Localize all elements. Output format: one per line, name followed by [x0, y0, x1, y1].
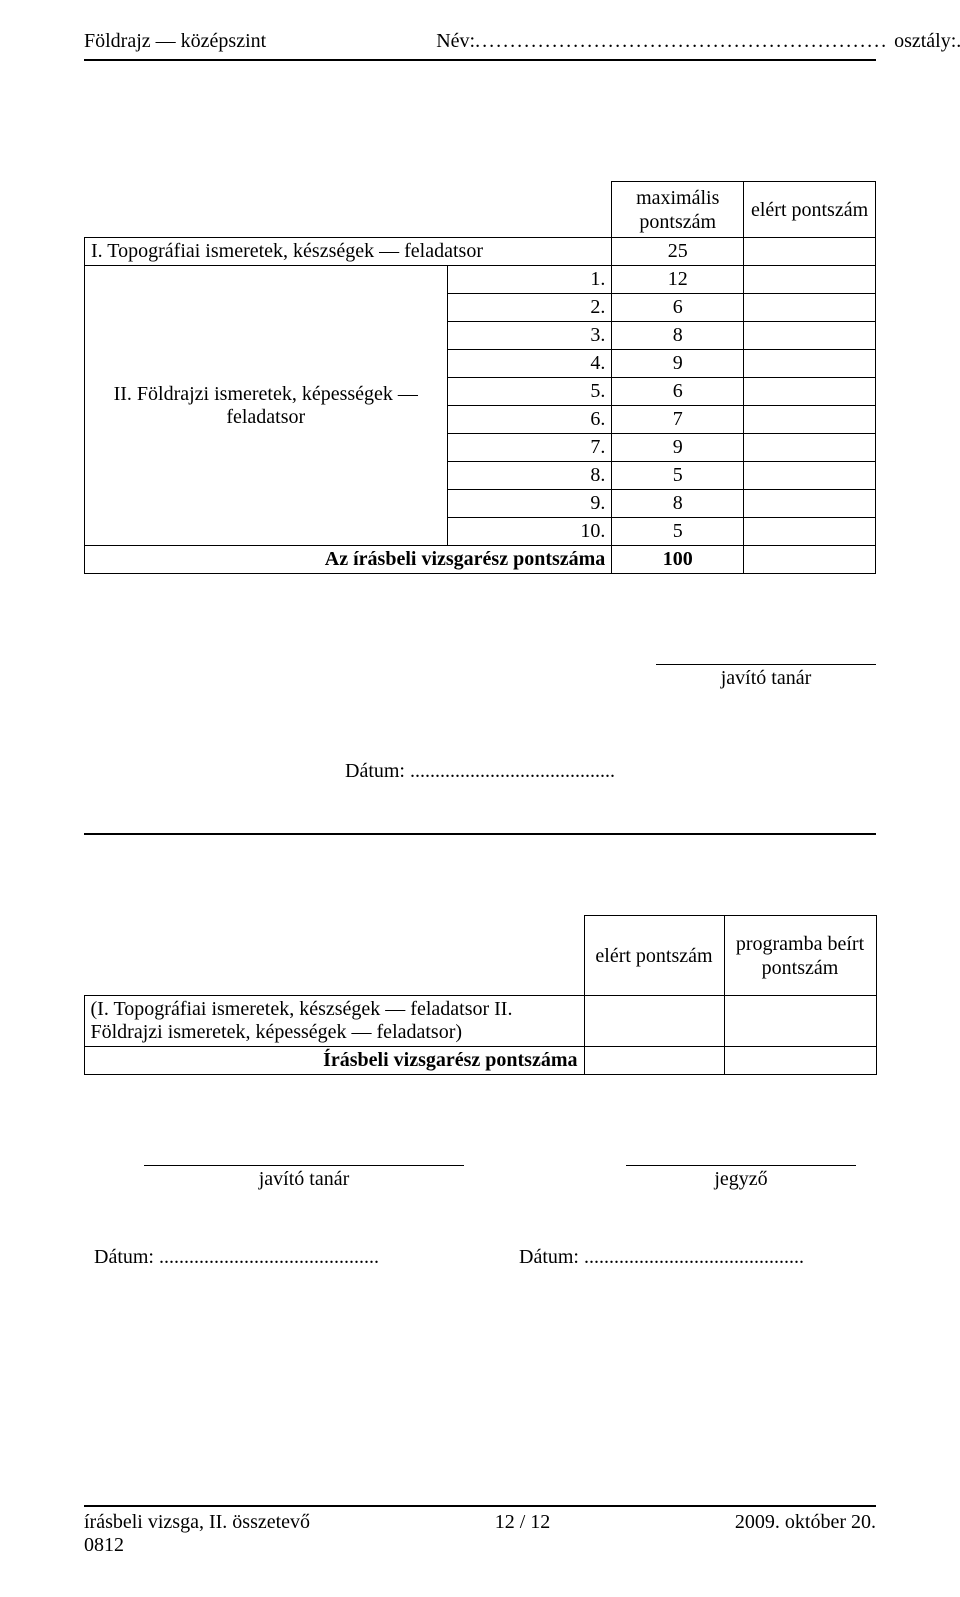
item-achieved [744, 350, 876, 378]
class-blank-dots: ..... [956, 30, 960, 53]
header-achieved-score: elért pontszám [744, 182, 876, 238]
bottom-date-row: Dátum: .................................… [84, 1246, 876, 1269]
item-achieved [744, 462, 876, 490]
summary-row1-achieved [584, 996, 724, 1047]
item-num: 4. [447, 350, 612, 378]
item-achieved [744, 322, 876, 350]
item-max: 8 [612, 490, 744, 518]
summary-head-achieved: elért pontszám [584, 916, 724, 996]
class-label: osztály: [894, 30, 956, 53]
item-max: 8 [612, 322, 744, 350]
teacher-signature-block: javító tanár [84, 664, 876, 690]
item-max: 9 [612, 350, 744, 378]
item-num: 10. [447, 518, 612, 546]
footer-left-line2: 0812 [84, 1534, 876, 1557]
summary-head-program: programba beírt pontszám [724, 916, 876, 996]
part2-row-label: II. Földrajzi ismeretek, képességek — fe… [85, 266, 448, 546]
footer: írásbeli vizsga, II. összetevő 12 / 12 2… [84, 1505, 876, 1557]
teacher-signature-label: javító tanár [656, 664, 876, 690]
date1-dots: ........................................… [159, 1246, 379, 1268]
item-achieved [744, 406, 876, 434]
item-max: 6 [612, 294, 744, 322]
item-num: 7. [447, 434, 612, 462]
topo-max: 25 [612, 238, 744, 266]
item-max: 9 [612, 434, 744, 462]
summary-row1-label: (I. Topográfiai ismeretek, készségek — f… [84, 996, 584, 1047]
item-max: 5 [612, 462, 744, 490]
item-achieved [744, 378, 876, 406]
item-num: 2. [447, 294, 612, 322]
summary-row2-program [724, 1047, 876, 1075]
item-num: 8. [447, 462, 612, 490]
item-num: 5. [447, 378, 612, 406]
item-achieved [744, 294, 876, 322]
topo-achieved [744, 238, 876, 266]
topo-row-label: I. Topográfiai ismeretek, készségek — fe… [85, 238, 612, 266]
footer-left-line1: írásbeli vizsga, II. összetevő [84, 1511, 310, 1534]
name-label: Név: [436, 30, 475, 53]
name-blank-dots: ........................................… [475, 30, 888, 53]
item-num: 1. [447, 266, 612, 294]
summary-row1-program [724, 996, 876, 1047]
footer-date: 2009. október 20. [735, 1511, 876, 1534]
item-max: 6 [612, 378, 744, 406]
item-achieved [744, 266, 876, 294]
signature-jegyzo: jegyző [626, 1165, 856, 1191]
item-num: 3. [447, 322, 612, 350]
summary-row2-label: Írásbeli vizsgarész pontszáma [84, 1047, 584, 1075]
signature-row: javító tanár jegyző [84, 1165, 876, 1191]
score-table: maximális pontszám elért pontszám I. Top… [84, 181, 876, 574]
date1-label: Dátum: [94, 1246, 154, 1268]
total-max: 100 [612, 546, 744, 574]
footer-rule [84, 1505, 876, 1507]
item-max: 5 [612, 518, 744, 546]
summary-table: elért pontszám programba beírt pontszám … [84, 915, 877, 1075]
date-center: Dátum: .................................… [84, 760, 876, 783]
signature-javito: javító tanár [144, 1165, 464, 1191]
header-max-score: maximális pontszám [612, 182, 744, 238]
date2-dots: ........................................… [584, 1246, 804, 1268]
total-label: Az írásbeli vizsgarész pontszáma [85, 546, 612, 574]
subject-level: Földrajz — középszint [84, 30, 266, 53]
item-achieved [744, 518, 876, 546]
item-achieved [744, 434, 876, 462]
total-achieved [744, 546, 876, 574]
date2-label: Dátum: [519, 1246, 579, 1268]
header: Földrajz — középszint Név: .............… [84, 30, 876, 53]
item-max: 7 [612, 406, 744, 434]
item-num: 9. [447, 490, 612, 518]
footer-page-number: 12 / 12 [495, 1511, 551, 1534]
section-divider [84, 833, 876, 835]
item-achieved [744, 490, 876, 518]
item-max: 12 [612, 266, 744, 294]
item-num: 6. [447, 406, 612, 434]
summary-row2-achieved [584, 1047, 724, 1075]
